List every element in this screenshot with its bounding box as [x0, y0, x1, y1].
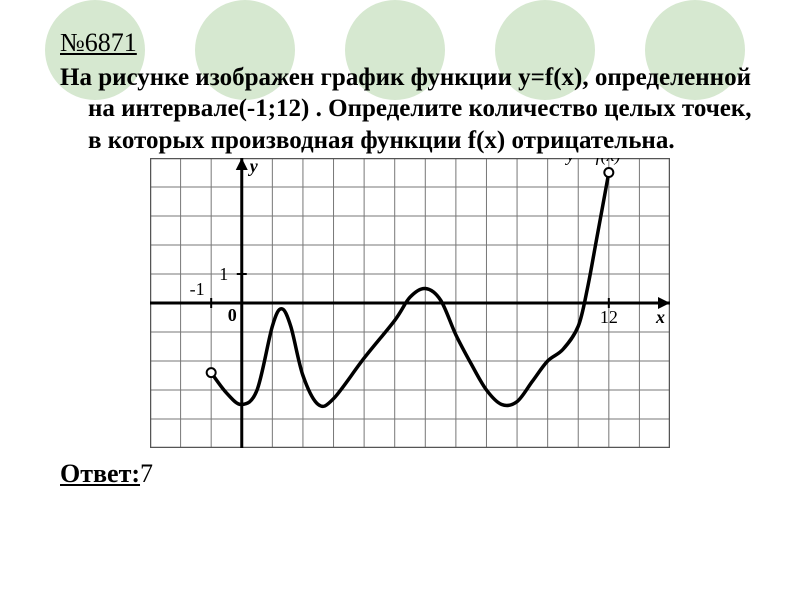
svg-text:12: 12 [600, 307, 618, 327]
svg-text:1: 1 [219, 264, 228, 284]
problem-number: №6871 [60, 28, 760, 58]
answer-value: 7 [140, 459, 153, 488]
problem-text: На рисунке изображен график функции y=f(… [60, 62, 760, 156]
chart-container: y x 0 y = f(x) -1 1 12 [60, 158, 760, 453]
svg-text:y = f(x): y = f(x) [564, 158, 620, 166]
svg-text:0: 0 [228, 305, 237, 325]
svg-text:y: y [248, 158, 259, 176]
svg-text:-1: -1 [190, 279, 205, 299]
answer-line: Ответ:7 [60, 459, 760, 489]
function-graph: y x 0 y = f(x) -1 1 12 [150, 158, 670, 448]
svg-text:x: x [655, 307, 665, 327]
answer-label: Ответ: [60, 459, 140, 488]
slide-content: №6871 На рисунке изображен график функци… [0, 0, 800, 489]
